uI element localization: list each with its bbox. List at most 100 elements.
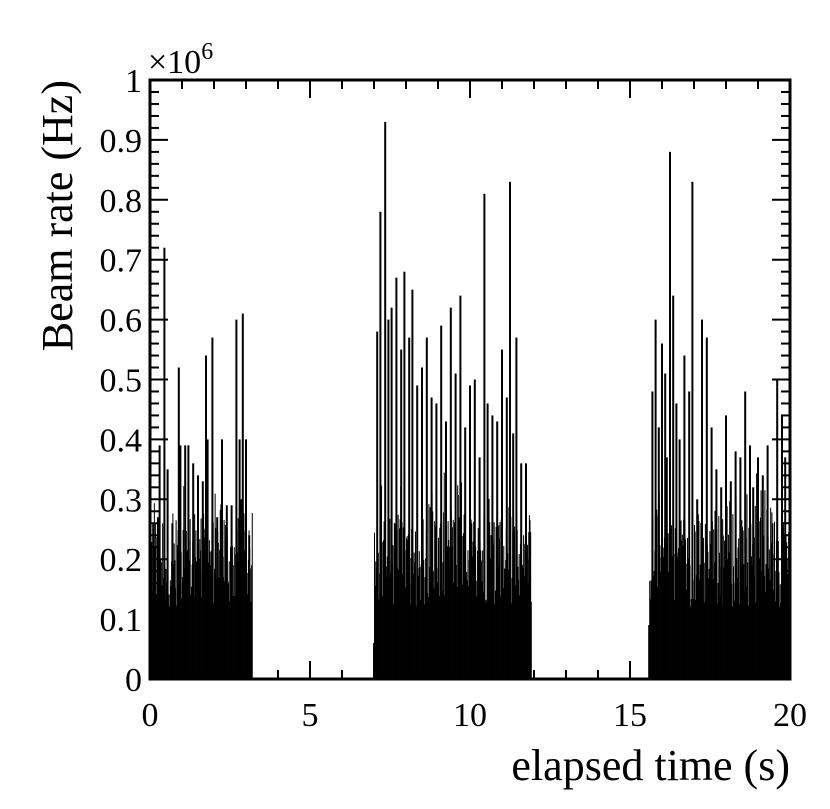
y-axis-title: Beam rate (Hz) bbox=[33, 80, 82, 351]
histogram-peak bbox=[715, 469, 718, 679]
histogram-bin bbox=[444, 595, 446, 679]
histogram-bin bbox=[186, 550, 188, 679]
histogram-peak bbox=[509, 181, 511, 679]
histogram-bin bbox=[390, 573, 391, 679]
histogram-bin bbox=[530, 601, 532, 679]
histogram-bin bbox=[471, 523, 473, 679]
histogram-peak bbox=[528, 559, 531, 679]
histogram-peak bbox=[376, 331, 379, 679]
histogram-bin bbox=[389, 518, 391, 679]
histogram-bin bbox=[677, 557, 679, 679]
histogram-peak bbox=[206, 439, 209, 679]
y-multiplier-exponent: 6 bbox=[201, 39, 213, 65]
histogram-bin bbox=[763, 575, 765, 679]
histogram-bin bbox=[420, 600, 422, 679]
histogram-bin bbox=[442, 562, 444, 679]
histogram-bin bbox=[737, 547, 739, 679]
histogram-bin bbox=[406, 536, 408, 679]
histogram-bin bbox=[438, 537, 439, 679]
histogram-bin bbox=[199, 550, 201, 679]
histogram-bin bbox=[698, 521, 700, 679]
histogram-bin bbox=[451, 546, 453, 679]
histogram-bin bbox=[418, 551, 420, 679]
histogram-peak bbox=[757, 457, 759, 679]
histogram-peak bbox=[430, 397, 433, 679]
histogram-bin bbox=[224, 581, 226, 679]
histogram-bin bbox=[713, 562, 715, 679]
histogram-bin bbox=[494, 590, 496, 679]
histogram-peak bbox=[440, 325, 443, 679]
histogram-bin bbox=[489, 558, 491, 679]
histogram-bin bbox=[685, 589, 687, 679]
y-tick-label: 0.8 bbox=[100, 183, 143, 220]
histogram-bin bbox=[754, 537, 756, 679]
histogram-bin bbox=[722, 519, 724, 679]
histogram-peak bbox=[725, 415, 727, 679]
histogram-bin bbox=[447, 521, 449, 679]
histogram-bin bbox=[699, 579, 701, 679]
histogram-bin bbox=[458, 517, 460, 679]
histogram-bin bbox=[220, 504, 222, 679]
histogram-bin bbox=[224, 524, 226, 679]
histogram-bin bbox=[488, 498, 490, 679]
histogram-peak bbox=[216, 517, 219, 679]
histogram-bin bbox=[765, 564, 767, 679]
histogram-bin bbox=[162, 577, 164, 679]
histogram-peak bbox=[403, 271, 406, 679]
histogram-bin bbox=[386, 566, 388, 679]
x-tick-labels: 0 5 10 15 20 bbox=[142, 697, 808, 734]
histogram-peak bbox=[688, 391, 691, 679]
histogram-bin bbox=[780, 603, 782, 679]
histogram-bin bbox=[514, 526, 516, 679]
histogram-bin bbox=[453, 582, 455, 679]
histogram-bin bbox=[736, 558, 738, 679]
histogram-bin bbox=[476, 596, 478, 679]
histogram-bin bbox=[759, 558, 761, 679]
histogram-bin bbox=[500, 596, 502, 679]
histogram-bin bbox=[168, 594, 170, 679]
histogram-bin bbox=[462, 536, 464, 679]
histogram-bin bbox=[466, 580, 468, 679]
histogram-bin bbox=[219, 549, 221, 679]
histogram-bin bbox=[499, 522, 501, 679]
histogram-bin bbox=[503, 568, 505, 679]
histogram-bin bbox=[769, 579, 771, 679]
histogram-bin bbox=[173, 564, 175, 679]
histogram-bin bbox=[514, 585, 516, 679]
histogram-bin bbox=[489, 522, 491, 679]
histogram-bin bbox=[414, 562, 416, 679]
histogram-peak bbox=[648, 625, 651, 679]
histogram-bin bbox=[738, 603, 740, 679]
histogram-peak bbox=[177, 367, 180, 679]
histogram-bin bbox=[526, 544, 528, 679]
histogram-bin bbox=[452, 527, 454, 679]
histogram-bin bbox=[194, 557, 196, 679]
histogram-bin bbox=[251, 513, 253, 679]
histogram-bin bbox=[477, 528, 479, 679]
histogram-bin bbox=[423, 559, 425, 679]
histogram-peak bbox=[445, 421, 447, 679]
histogram-bin bbox=[717, 582, 719, 679]
histogram-bin bbox=[653, 570, 655, 679]
histogram-bin bbox=[406, 538, 407, 679]
histogram-bin bbox=[214, 568, 215, 679]
histogram-peak bbox=[373, 643, 375, 679]
histogram-bin bbox=[405, 587, 407, 679]
histogram-peak bbox=[496, 421, 499, 679]
histogram-bin bbox=[742, 527, 743, 679]
histogram-bin bbox=[214, 493, 216, 679]
histogram-bin bbox=[486, 601, 487, 679]
histogram-peak bbox=[505, 397, 508, 679]
histogram-bin bbox=[674, 528, 676, 679]
histogram-bin bbox=[196, 561, 198, 679]
histogram-bin bbox=[398, 528, 400, 679]
histogram-bin bbox=[743, 564, 745, 679]
histogram-peak bbox=[179, 445, 182, 679]
histogram-bin bbox=[694, 525, 695, 679]
histogram-bin bbox=[463, 514, 465, 679]
histogram-peak bbox=[221, 439, 223, 679]
histogram-peak bbox=[710, 427, 713, 679]
histogram-bin bbox=[695, 599, 697, 679]
histogram-peak bbox=[744, 391, 747, 679]
histogram-peak bbox=[152, 523, 155, 679]
